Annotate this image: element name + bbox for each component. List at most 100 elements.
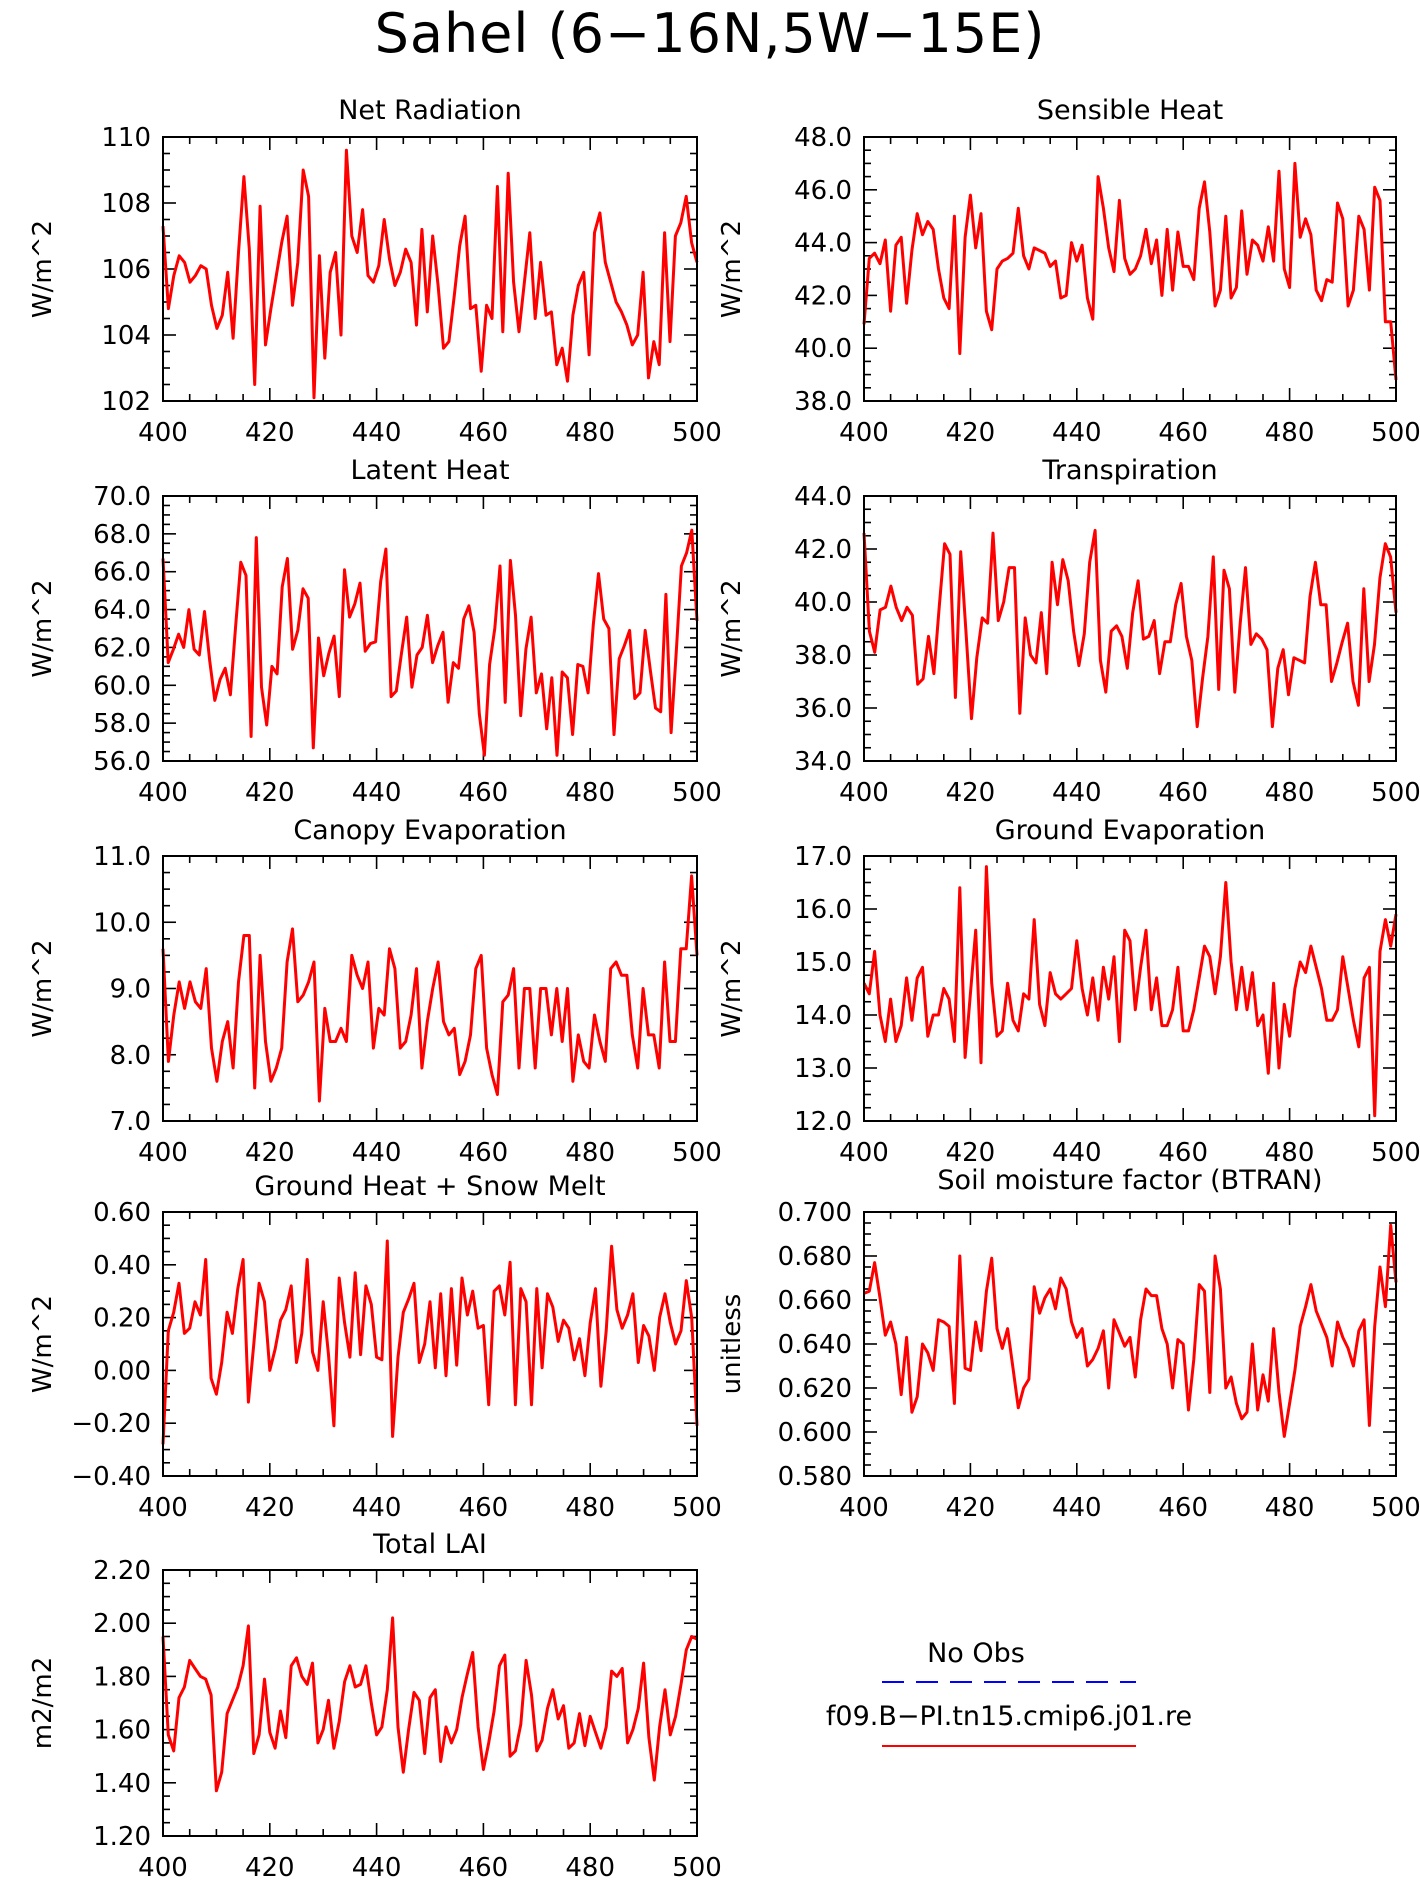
chart-title-soil-moisture-factor: Soil moisture factor (BTRAN) (937, 1165, 1322, 1196)
y-tick-label: 70.0 (93, 482, 151, 512)
y-tick-label: 42.0 (794, 535, 852, 565)
y-tick-label: 0.620 (778, 1374, 852, 1404)
x-tick-label: 460 (1158, 778, 1208, 808)
y-tick-label: 106 (101, 255, 151, 285)
chart-latent-heat: 400 420 440 460 480 500 56.0 58.0 60.0 62.0 64.0 66… (28, 455, 722, 808)
y-tick-label: 68.0 (93, 520, 151, 550)
y-tick-label: 104 (101, 321, 151, 351)
chart-sensible-heat: 400 420 440 460 480 500 38.0 40.0 42.0 44.0 46.0 48… (717, 95, 1420, 448)
x-tick-label: 460 (459, 778, 509, 808)
x-tick-label: 400 (839, 418, 889, 448)
y-tick-label: 46.0 (794, 176, 852, 206)
plot-frame-net-radiation (162, 136, 698, 402)
x-tick-label: 500 (672, 1138, 722, 1168)
x-tick-label: 460 (459, 1138, 509, 1168)
chart-title-canopy-evaporation: Canopy Evaporation (293, 815, 566, 846)
x-tick-label: 420 (245, 1853, 295, 1883)
series-line-net-radiation (161, 148, 699, 400)
x-tick-label: 480 (565, 1493, 615, 1523)
x-tick-label: 440 (352, 778, 402, 808)
y-tick-label: 42.0 (794, 281, 852, 311)
series-line-total-lai (161, 1616, 698, 1793)
plot-frame-total-lai (162, 1569, 698, 1837)
y-tick-label: 15.0 (794, 948, 852, 978)
x-tick-label: 460 (1158, 418, 1208, 448)
x-tick-label: 480 (1265, 418, 1315, 448)
chart-title-sensible-heat: Sensible Heat (1037, 95, 1223, 126)
y-tick-label: 38.0 (794, 387, 852, 417)
y-tick-label: 62.0 (93, 633, 151, 663)
y-tick-label: 0.700 (778, 1198, 852, 1228)
x-tick-label: 440 (1052, 418, 1102, 448)
chart-canopy-evaporation: 400 420 440 460 480 500 7.0 8.0 9.0 10.0 11.0 Canop… (28, 815, 722, 1168)
y-tick-label: 1.80 (93, 1662, 151, 1692)
plot-frame-latent-heat (162, 495, 698, 762)
chart-ground-evaporation: 400 420 440 460 480 500 12.0 13.0 14.0 15.0 16.0 17… (717, 815, 1420, 1168)
x-tick-label: 480 (565, 1138, 615, 1168)
y-tick-label: 40.0 (794, 334, 852, 364)
x-tick-label: 400 (138, 1493, 188, 1523)
x-tick-label: 480 (1265, 1493, 1315, 1523)
x-tick-label: 440 (1052, 778, 1102, 808)
x-tick-label: 400 (138, 1138, 188, 1168)
ticks-transpiration (863, 495, 1397, 762)
ticks-sensible-heat (863, 136, 1397, 402)
legend: No Obs f09.B−PI.tn15.cmip6.j01.re (826, 1638, 1192, 1747)
x-tick-label: 440 (352, 1853, 402, 1883)
x-tick-label: 480 (1265, 1138, 1315, 1168)
y-tick-label: 0.20 (93, 1304, 151, 1334)
chart-ground-heat-snow-melt: 400 420 440 460 480 500 −0.40 −0.20 0.00 0.20 0.40… (28, 1171, 722, 1523)
series-line-ground-heat-snow-melt (161, 1239, 699, 1445)
y-axis-label-latent-heat: W/m^2 (28, 579, 58, 677)
x-tick-label: 420 (245, 778, 295, 808)
y-tick-label: 0.580 (778, 1462, 852, 1492)
series-line-canopy-evaporation (161, 874, 699, 1103)
y-tick-label: 8.0 (110, 1041, 151, 1071)
x-tick-label: 480 (1265, 778, 1315, 808)
x-tick-label: 420 (946, 418, 996, 448)
y-tick-label: 10.0 (93, 908, 151, 938)
y-tick-label: 12.0 (794, 1107, 852, 1137)
x-tick-label: 400 (839, 778, 889, 808)
x-tick-label: 440 (352, 418, 402, 448)
x-tick-label: 460 (1158, 1138, 1208, 1168)
ticks-canopy-evaporation (162, 855, 698, 1122)
y-tick-label: 38.0 (794, 641, 852, 671)
x-tick-label: 400 (138, 418, 188, 448)
series-line-soil-moisture-factor (863, 1223, 1398, 1438)
x-tick-label: 400 (839, 1138, 889, 1168)
y-tick-label: 2.20 (93, 1556, 151, 1586)
plot-frame-transpiration (863, 495, 1397, 762)
legend-obs-label: No Obs (927, 1638, 1025, 1669)
y-tick-label: −0.20 (71, 1409, 151, 1439)
x-tick-label: 400 (138, 778, 188, 808)
y-tick-label: 58.0 (93, 709, 151, 739)
legend-model-label: f09.B−PI.tn15.cmip6.j01.re (826, 1701, 1192, 1732)
y-tick-label: 0.600 (778, 1418, 852, 1448)
chart-transpiration: 400 420 440 460 480 500 34.0 36.0 38.0 40.0 42.0 44… (717, 455, 1420, 808)
panels-group: 400 420 440 460 480 500 102 104 106 108 110 Net Rad… (28, 95, 1420, 1883)
chart-total-lai: 400 420 440 460 480 500 1.20 1.40 1.60 1.80 2.00 2.… (28, 1529, 722, 1883)
y-tick-label: 14.0 (794, 1001, 852, 1031)
y-axis-label-sensible-heat: W/m^2 (717, 220, 747, 318)
y-axis-label-ground-heat-snow-melt: W/m^2 (28, 1295, 58, 1393)
x-tick-label: 500 (672, 418, 722, 448)
x-tick-label: 480 (565, 778, 615, 808)
chart-title-ground-heat-snow-melt: Ground Heat + Snow Melt (254, 1171, 605, 1202)
y-tick-label: 16.0 (794, 895, 852, 925)
y-tick-label: 1.60 (93, 1716, 151, 1746)
y-tick-label: 11.0 (93, 842, 151, 872)
x-tick-label: 460 (1158, 1493, 1208, 1523)
chart-title-ground-evaporation: Ground Evaporation (995, 815, 1266, 846)
y-tick-label: 0.680 (778, 1242, 852, 1272)
plot-frame-canopy-evaporation (162, 855, 698, 1122)
y-tick-label: 17.0 (794, 842, 852, 872)
y-tick-label: 64.0 (93, 596, 151, 626)
x-tick-label: 420 (946, 778, 996, 808)
y-tick-label: 9.0 (110, 975, 151, 1005)
chart-title-total-lai: Total LAI (372, 1529, 487, 1560)
x-tick-label: 460 (459, 1493, 509, 1523)
x-tick-label: 420 (946, 1138, 996, 1168)
x-tick-label: 420 (245, 1493, 295, 1523)
